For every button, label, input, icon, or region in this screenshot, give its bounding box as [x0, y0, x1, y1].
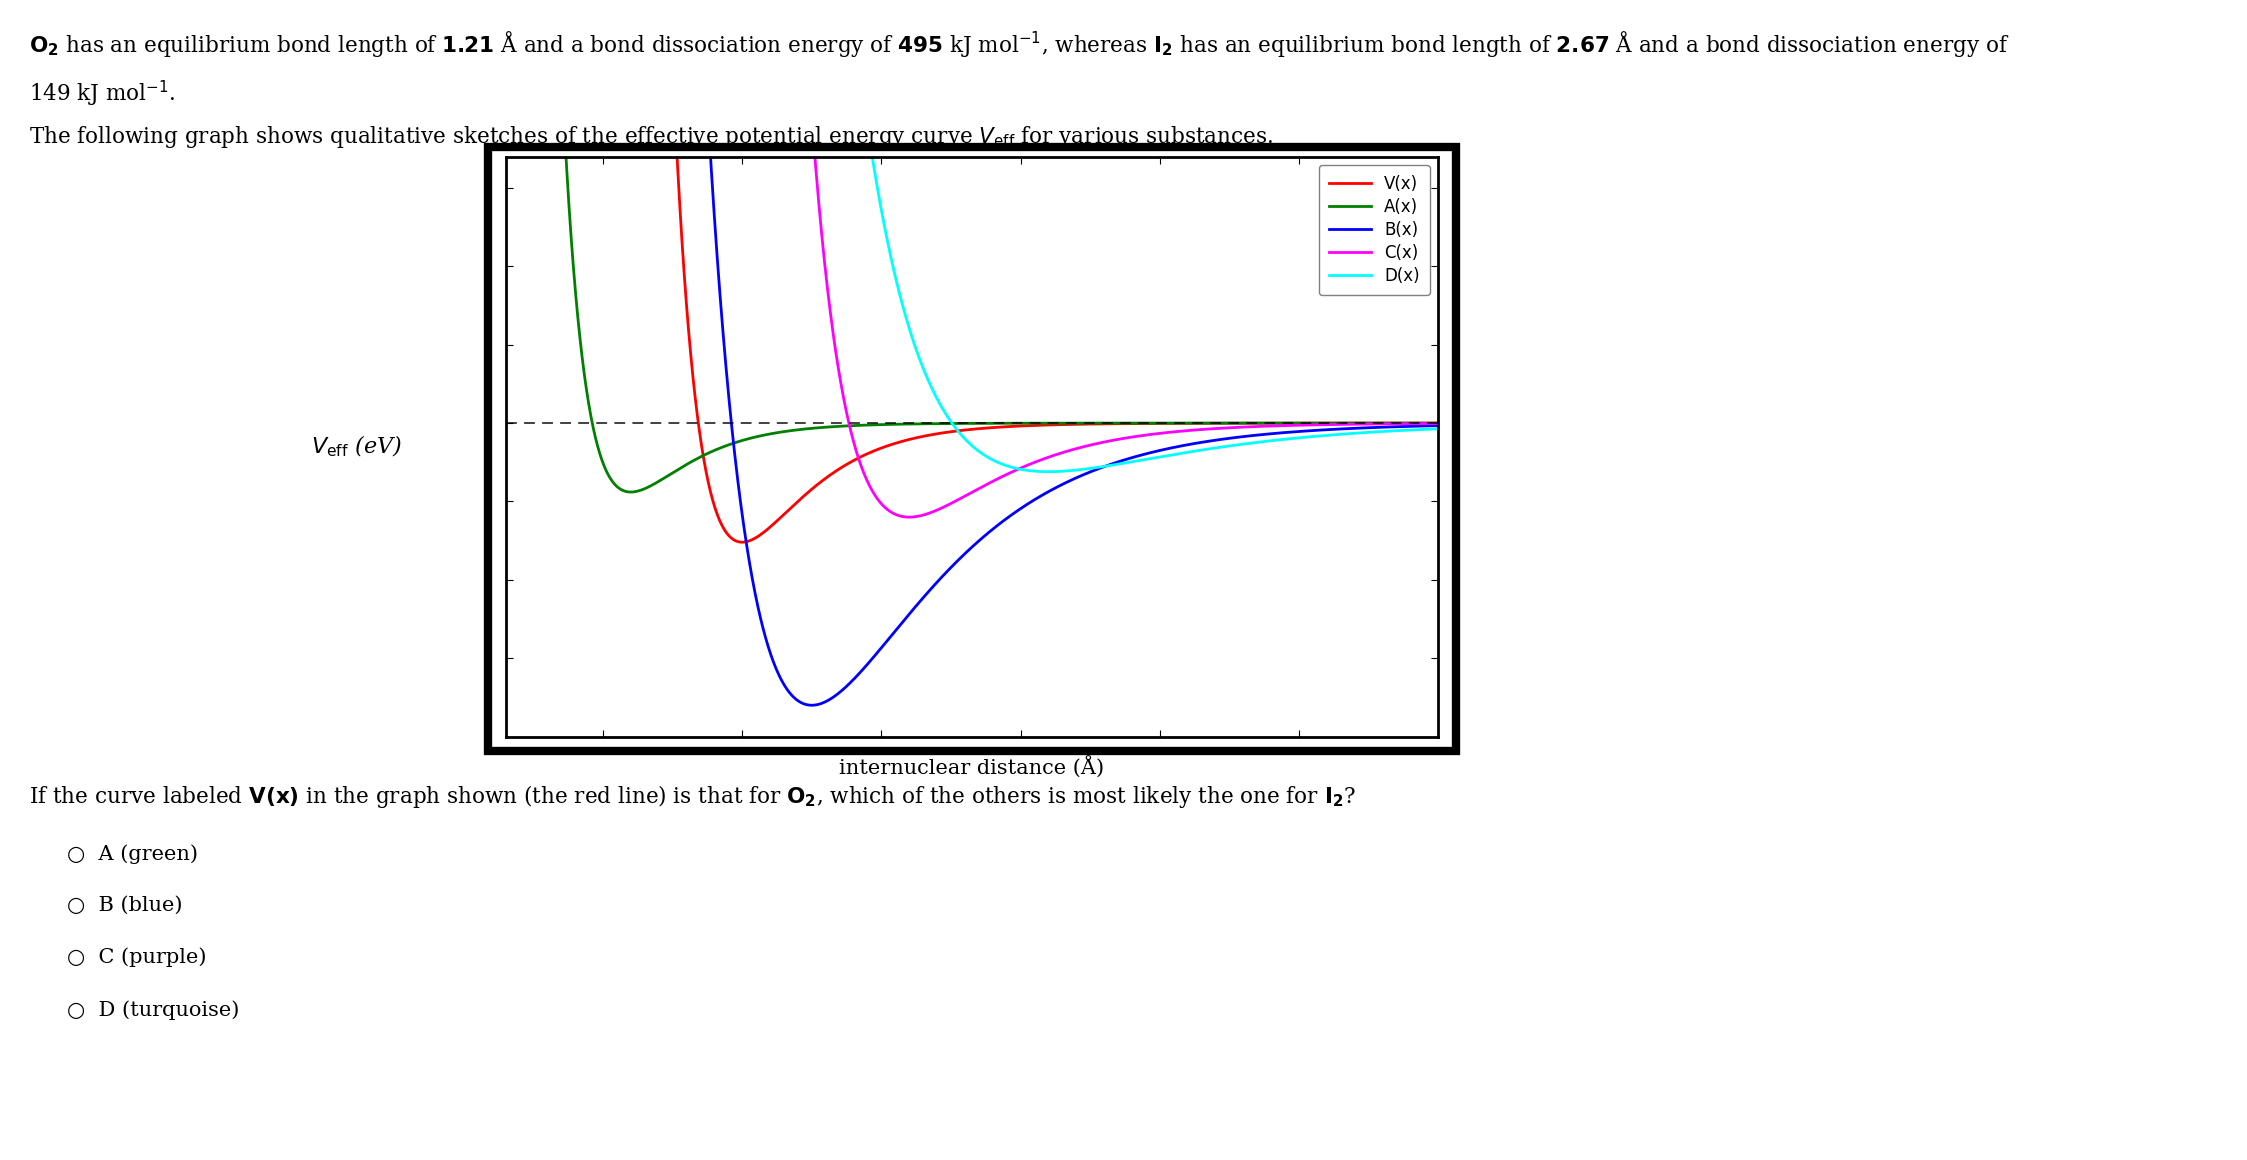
Text: $\mathbf{O_2}$ has an equilibrium bond length of $\mathbf{1.21}$ Å and a bond di: $\mathbf{O_2}$ has an equilibrium bond l…: [29, 29, 2009, 59]
Text: If the curve labeled $\mathbf{V(x)}$ in the graph shown (the red line) is that f: If the curve labeled $\mathbf{V(x)}$ in …: [29, 783, 1355, 810]
Text: The following graph shows qualitative sketches of the effective potential energy: The following graph shows qualitative sk…: [29, 124, 1274, 150]
X-axis label: internuclear distance (Å): internuclear distance (Å): [840, 755, 1103, 777]
Text: ○  C (purple): ○ C (purple): [67, 948, 207, 967]
Text: ○  A (green): ○ A (green): [67, 844, 198, 864]
Legend: V(x), A(x), B(x), C(x), D(x): V(x), A(x), B(x), C(x), D(x): [1319, 165, 1429, 295]
Text: 149 kJ mol$^{-1}$.: 149 kJ mol$^{-1}$.: [29, 79, 175, 109]
Text: $V_{\mathrm{eff}}$ (eV): $V_{\mathrm{eff}}$ (eV): [310, 434, 402, 459]
Text: ○  D (turquoise): ○ D (turquoise): [67, 1000, 240, 1020]
Text: ○  B (blue): ○ B (blue): [67, 896, 182, 914]
